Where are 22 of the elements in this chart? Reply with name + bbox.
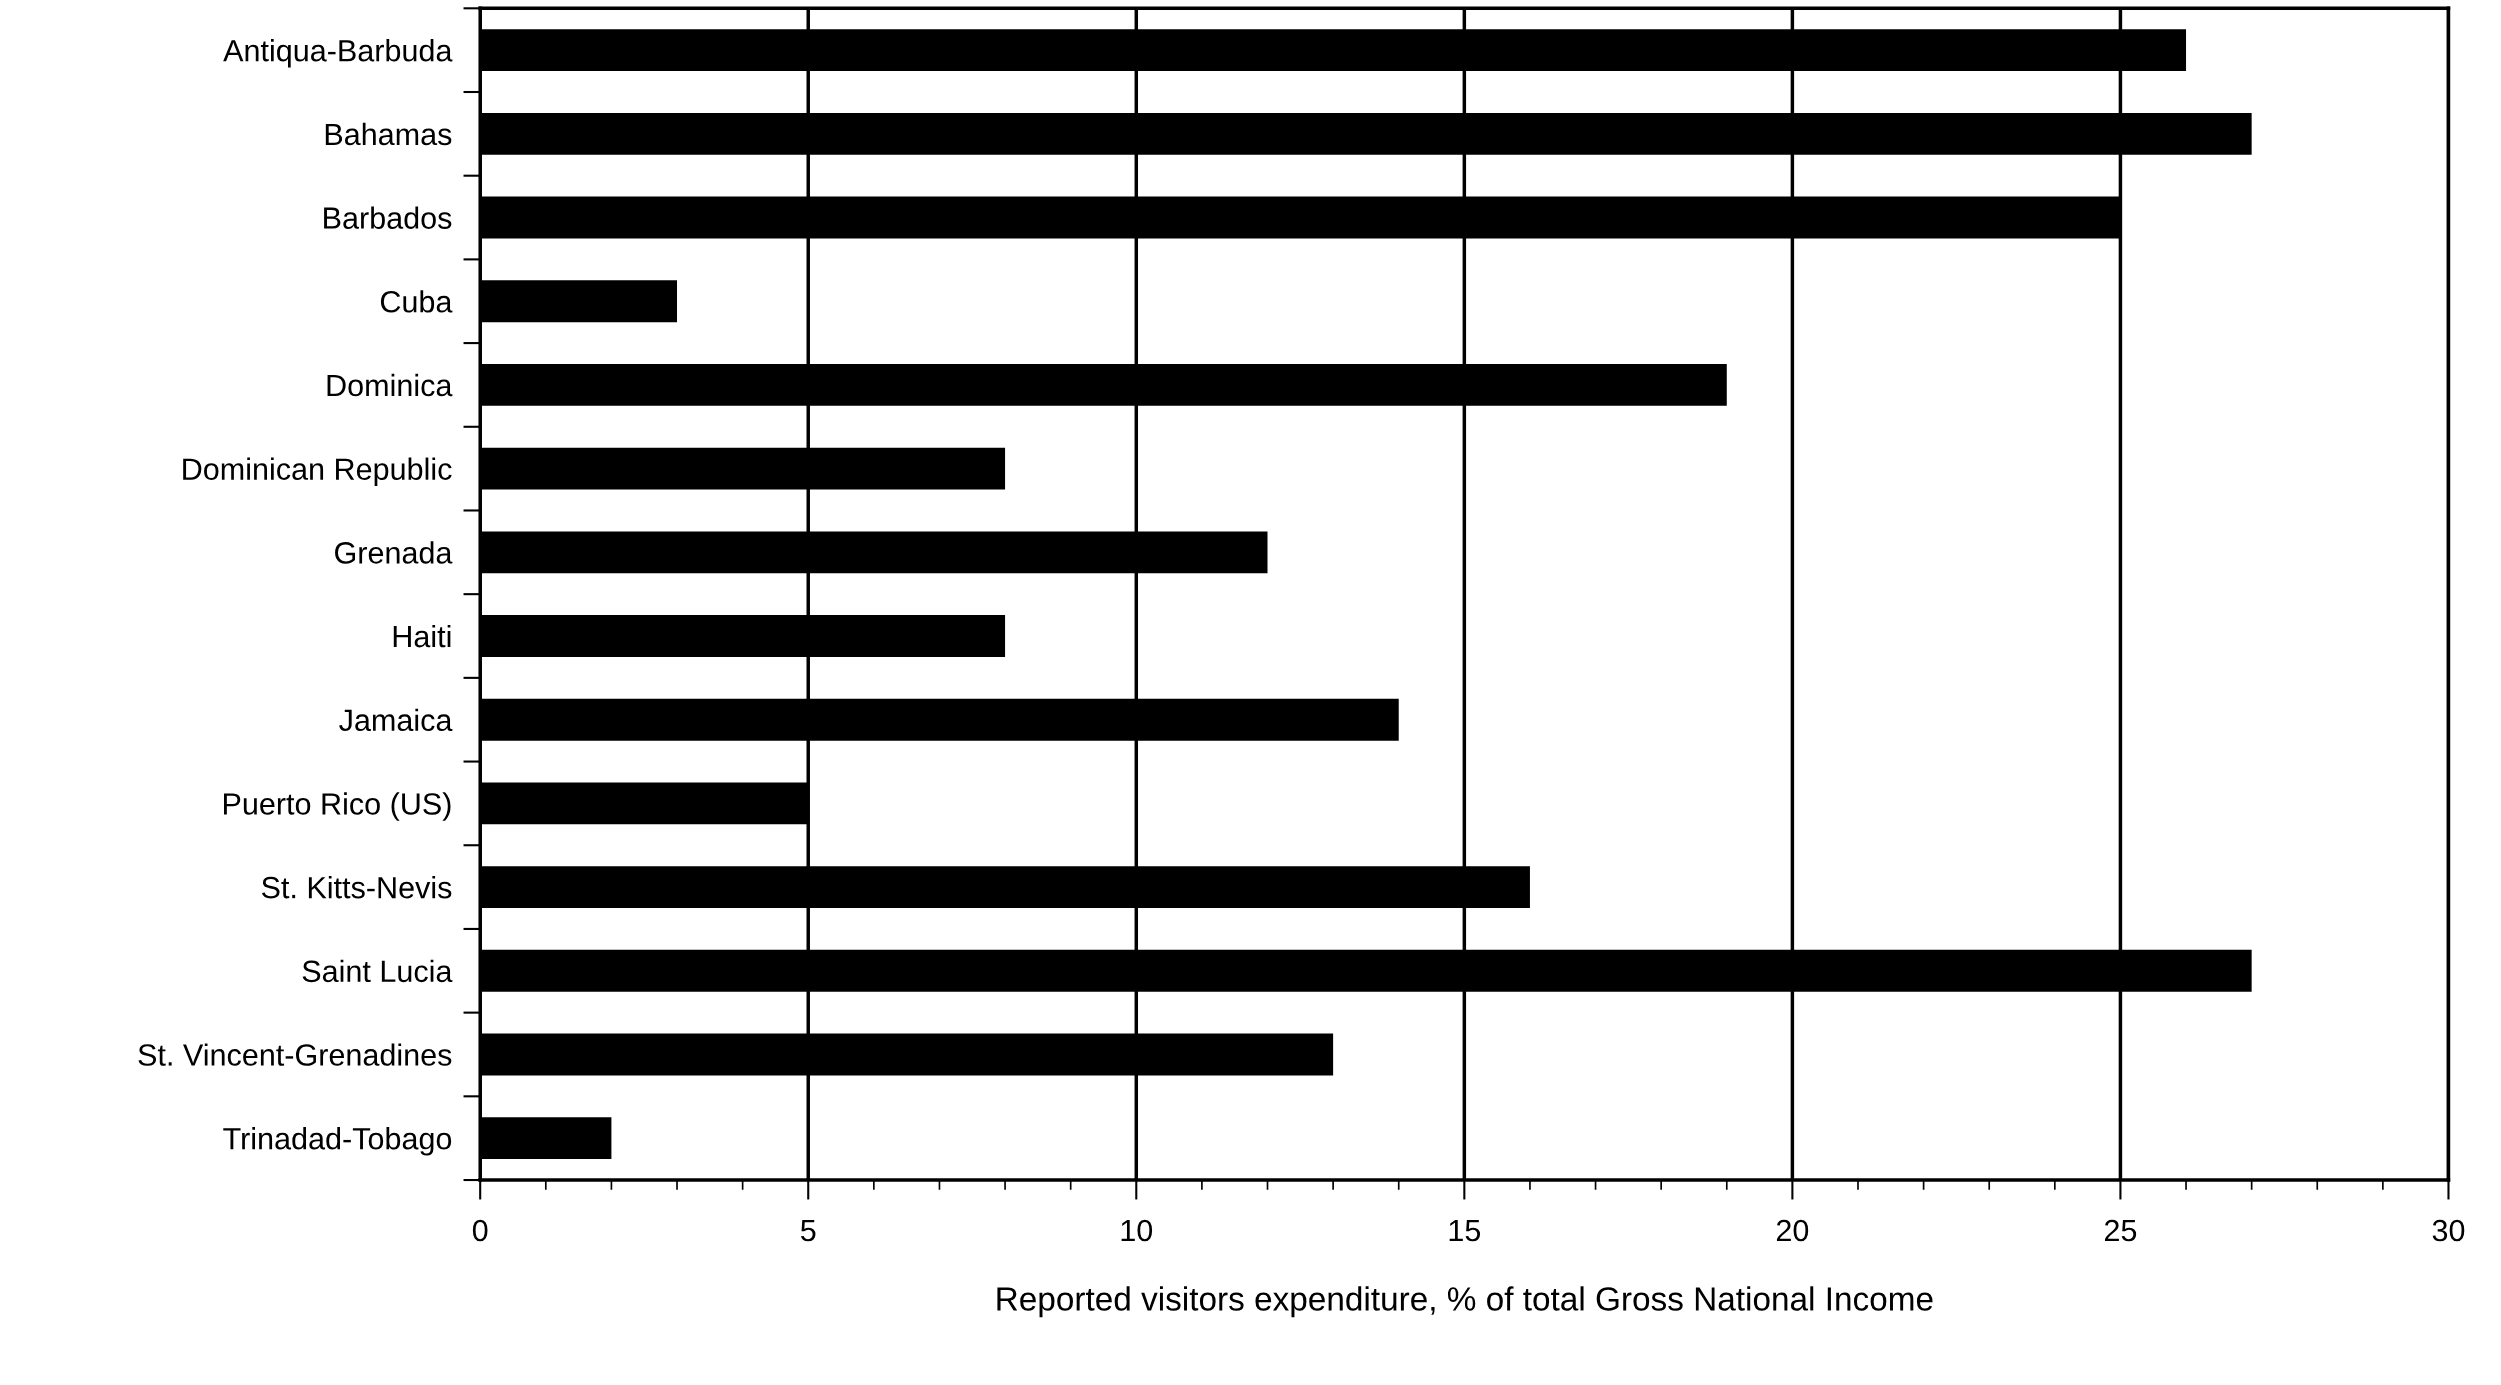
y-tick-label: Cuba [380, 290, 453, 313]
x-tick-label: 5 [800, 1220, 816, 1242]
y-tick-label: St. Kitts-Nevis [261, 876, 452, 899]
y-tick-label: Saint Lucia [302, 959, 453, 983]
y-tick-label: St. Vincent-Grenadines [138, 1043, 452, 1066]
y-tick-label: Antiqua-Barbuda [223, 39, 453, 68]
y-tick-label: Barbados [324, 206, 452, 229]
y-tick-label: Bahamas [325, 122, 452, 146]
y-tick-label: Jamaica [339, 708, 453, 732]
y-tick-label: Dominican Republic [183, 457, 452, 487]
y-tick-label: Grenada [335, 541, 453, 564]
y-tick-label: Dominica [327, 373, 453, 397]
y-tick-label: Haiti [393, 624, 451, 648]
y-tick-label: Puerto Rico (US) [224, 792, 451, 821]
x-tick-label: 30 [2432, 1219, 2465, 1242]
x-axis-title: Reported visitors expenditure, % of total Gross National Income [997, 1286, 1933, 1318]
x-tick-label: 10 [1121, 1219, 1153, 1242]
y-tick-label: Trinadad-Tobago [223, 1127, 452, 1156]
x-tick-label: 20 [1776, 1219, 1809, 1242]
x-tick-label: 25 [2104, 1219, 2137, 1242]
x-tick-label: 0 [472, 1219, 488, 1242]
x-tick-label: 15 [1449, 1220, 1481, 1242]
